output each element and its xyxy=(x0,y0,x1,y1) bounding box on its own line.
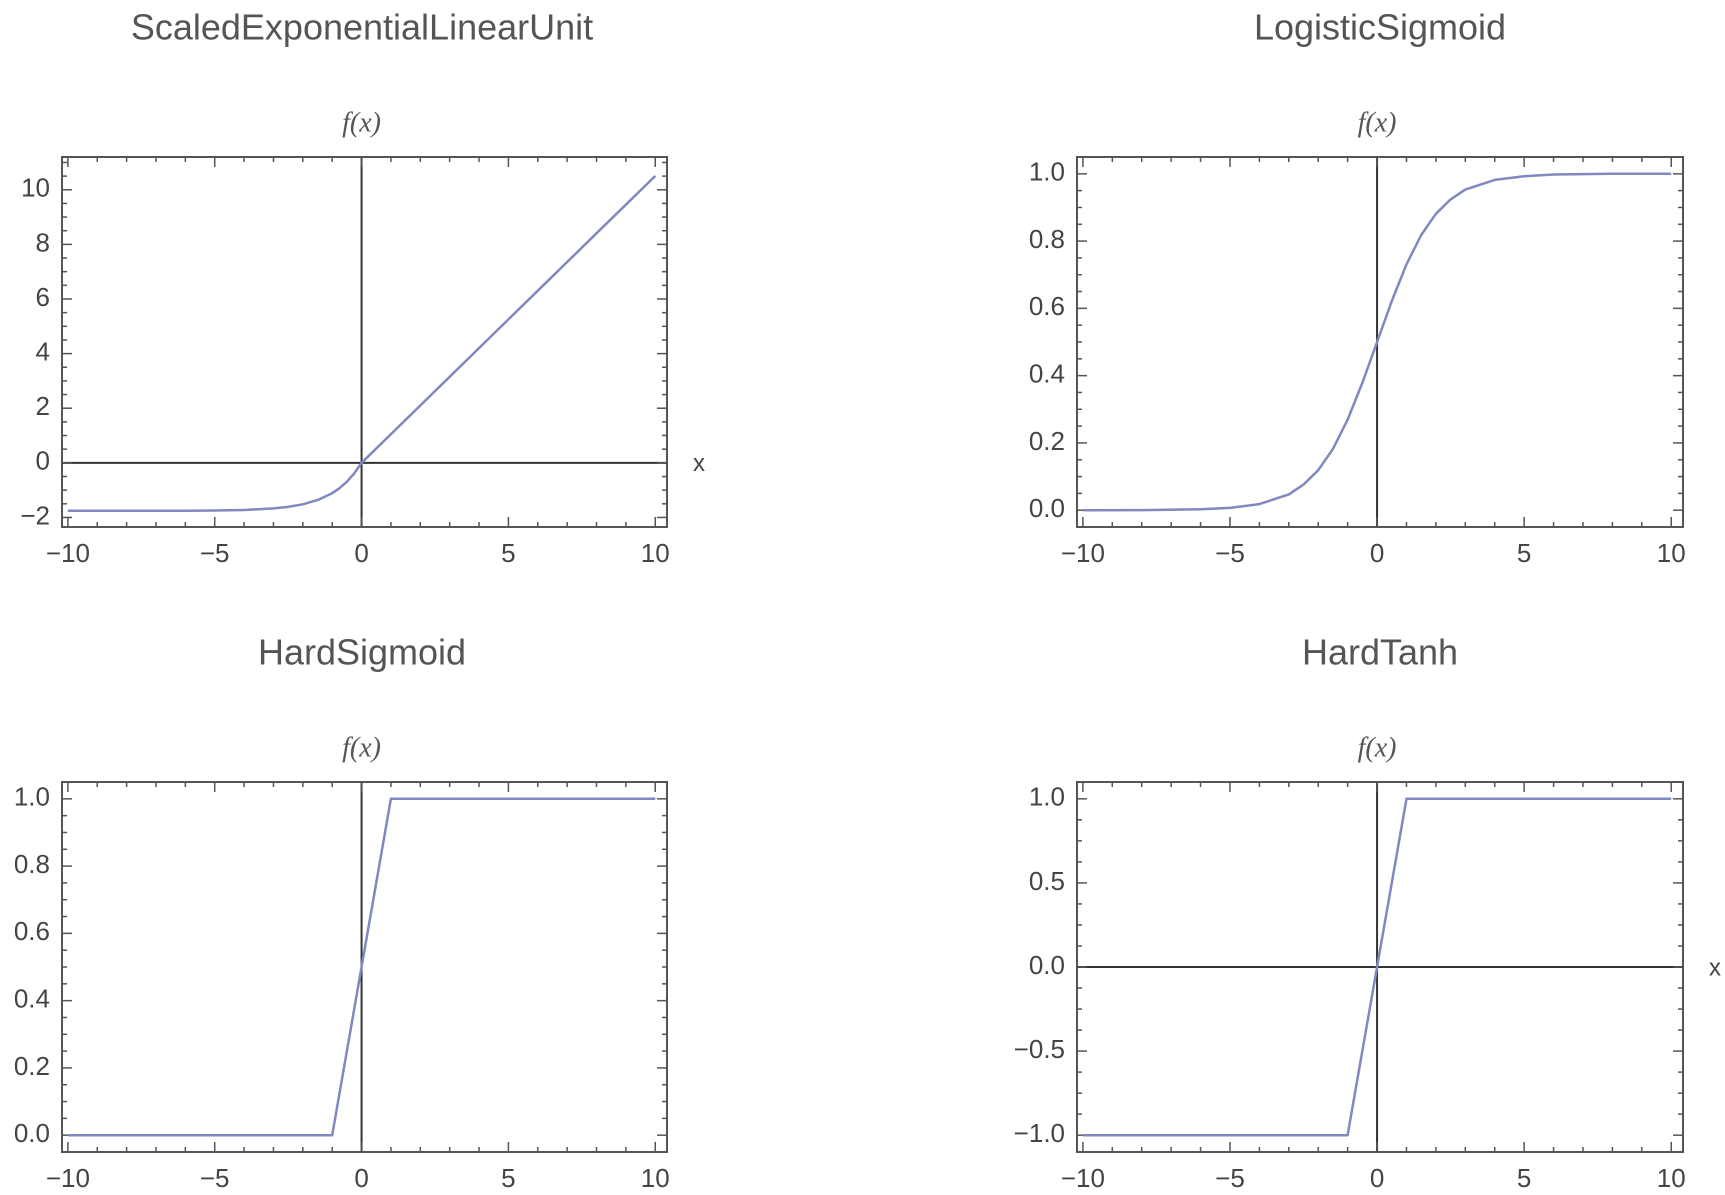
plot-frame xyxy=(61,156,668,528)
series-line xyxy=(1082,172,1672,512)
plot-frame xyxy=(1076,156,1684,528)
y-tick-label: 0.2 xyxy=(14,1051,50,1081)
chart-title: ScaledExponentialLinearUnit xyxy=(131,7,593,48)
chart-title: LogisticSigmoid xyxy=(1254,7,1506,48)
x-tick-label: 0 xyxy=(1370,538,1384,568)
y-tick-label: 0.6 xyxy=(1029,291,1065,321)
y-tick-label: 2 xyxy=(36,391,50,421)
y-tick-label: 0.5 xyxy=(1029,866,1065,896)
y-tick-label: 1.0 xyxy=(14,782,50,812)
y-axis-label: f(x) xyxy=(342,107,381,138)
y-tick-label: 6 xyxy=(36,282,50,312)
chart-title: HardTanh xyxy=(1302,632,1458,673)
x-tick-label: 5 xyxy=(1517,1163,1531,1193)
y-tick-label: 0.0 xyxy=(14,1118,50,1148)
x-tick-label: −5 xyxy=(200,538,230,568)
y-tick-label: 0.8 xyxy=(1029,224,1065,254)
y-tick-label: 0.4 xyxy=(14,984,50,1014)
y-tick-label: 0 xyxy=(36,446,50,476)
series-line xyxy=(67,175,657,513)
x-tick-label: 5 xyxy=(501,1163,515,1193)
series-line xyxy=(67,797,656,1137)
y-tick-label: 1.0 xyxy=(1029,782,1065,812)
plot-frame xyxy=(61,781,668,1153)
x-tick-label: −10 xyxy=(46,1163,90,1193)
x-tick-label: 0 xyxy=(354,538,368,568)
x-tick-label: −5 xyxy=(200,1163,230,1193)
y-axis-label: f(x) xyxy=(342,732,381,763)
y-tick-label: 0.6 xyxy=(14,916,50,946)
chart-panel-3: HardSigmoid f(x) −10 −5 0 5 10 0.0 0.2 0.4 0.6 0.8 1… xyxy=(14,632,670,1193)
y-tick-label: 0.2 xyxy=(1029,426,1065,456)
y-tick-label: −0.5 xyxy=(1014,1034,1065,1064)
x-tick-label: 10 xyxy=(641,538,670,568)
x-tick-label: −5 xyxy=(1215,538,1245,568)
x-tick-label: −5 xyxy=(1215,1163,1245,1193)
x-tick-label: 5 xyxy=(501,538,515,568)
chart-panel-2: LogisticSigmoid f(x) −10 −5 0 5 10 0.0 0.2 0.4 0.6… xyxy=(1029,7,1686,568)
y-tick-label: 0.0 xyxy=(1029,493,1065,523)
x-tick-label: 10 xyxy=(641,1163,670,1193)
chart-panel-4: HardTanh f(x) x −10 −5 0 5 10 −1.0 −0.5 0.0 0.5 1.0 xyxy=(1014,632,1721,1193)
x-tick-label: −10 xyxy=(46,538,90,568)
x-tick-label: −10 xyxy=(1061,1163,1105,1193)
x-tick-label: −10 xyxy=(1061,538,1105,568)
x-tick-label: 5 xyxy=(1517,538,1531,568)
x-tick-label: 10 xyxy=(1657,538,1686,568)
y-tick-label: 4 xyxy=(36,336,50,366)
chart-panel-1: ScaledExponentialLinearUnit f(x) x −10 −5 0 5 1… xyxy=(20,7,705,568)
y-tick-label: 8 xyxy=(36,227,50,257)
y-tick-label: 0.4 xyxy=(1029,359,1065,389)
series-line xyxy=(1082,797,1672,1137)
y-tick-label: −2 xyxy=(20,500,50,530)
y-axis-label: f(x) xyxy=(1358,732,1397,763)
x-axis-label: x xyxy=(1709,954,1721,981)
y-tick-label: 0.8 xyxy=(14,849,50,879)
x-tick-label: 0 xyxy=(354,1163,368,1193)
x-axis-label: x xyxy=(693,450,705,477)
y-tick-label: 0.0 xyxy=(1029,950,1065,980)
y-axis-label: f(x) xyxy=(1358,107,1397,138)
y-tick-label: 10 xyxy=(21,173,50,203)
y-tick-label: 1.0 xyxy=(1029,157,1065,187)
x-tick-label: 0 xyxy=(1370,1163,1384,1193)
x-tick-label: 10 xyxy=(1657,1163,1686,1193)
chart-title: HardSigmoid xyxy=(258,632,466,673)
y-tick-label: −1.0 xyxy=(1014,1118,1065,1148)
